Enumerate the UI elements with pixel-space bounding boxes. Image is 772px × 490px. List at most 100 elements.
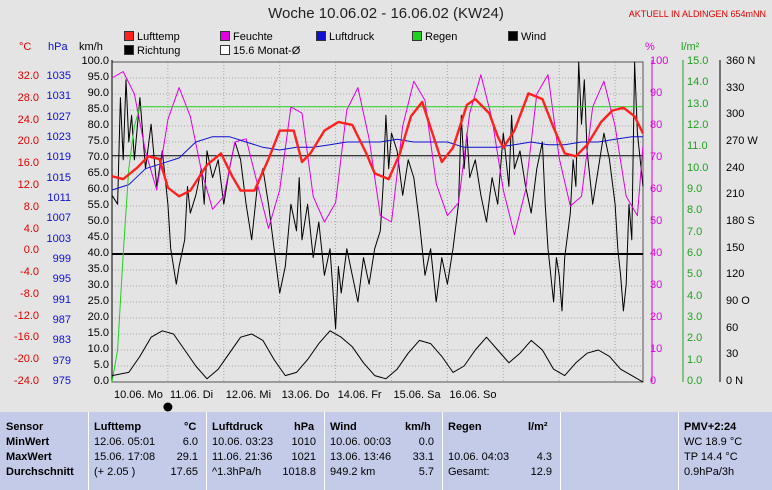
- legend-item: Richtung: [124, 45, 180, 57]
- pressure-tick-label: 999: [52, 253, 71, 265]
- lufttemp-min-time: 12.06. 05:01: [94, 436, 156, 448]
- wind-tick-label: 20.0: [87, 311, 109, 323]
- rain-tick-label: 2.0: [687, 332, 703, 345]
- direction-tick-label: 210: [726, 188, 745, 201]
- direction-tick-label: 60: [726, 321, 739, 334]
- pressure-tick-label: 1011: [47, 192, 71, 204]
- wind-max-time: 13.06. 13:46: [330, 451, 392, 463]
- temp-tick-label: -8.0: [20, 287, 39, 300]
- lufttemp-unit: °C: [184, 421, 197, 433]
- direction-tick-label: 30: [726, 348, 739, 361]
- humidity-tick-label: 0: [650, 375, 657, 387]
- wind-tick-label: 80.0: [87, 119, 109, 131]
- table-divider: [206, 412, 207, 490]
- rain-tick-label: 0.0: [687, 375, 703, 387]
- series-regen: [111, 106, 643, 383]
- day-tick-label: 13.06. Do: [281, 389, 330, 401]
- lufttemp-header: Lufttemp: [94, 421, 142, 433]
- luftdruck-min-value: 1010: [291, 436, 316, 448]
- temp-tick-label: 16.0: [17, 157, 39, 170]
- legend-label: Feuchte: [233, 31, 273, 43]
- pmv-pressure-trend: 0.9hPa/3h: [684, 466, 735, 478]
- luftdruck-min-time: 10.06. 03:23: [212, 436, 274, 448]
- wind-tick-label: 60.0: [87, 183, 109, 195]
- rain-tick-label: 15.0: [687, 55, 709, 67]
- wind-tick-label: 45.0: [87, 231, 109, 243]
- humidity-tick-label: 10: [650, 343, 663, 355]
- wind-tick-label: 90.0: [87, 87, 109, 99]
- rain-tick-label: 11.0: [687, 140, 708, 153]
- rain-tick-label: 4.0: [687, 289, 703, 302]
- temp-tick-label: -12.0: [13, 309, 39, 322]
- pressure-tick-label: 1023: [46, 131, 71, 143]
- direction-tick-label: 360 N: [726, 55, 756, 67]
- legend-item: Wind: [508, 31, 546, 43]
- temp-tick-label: 8.0: [23, 200, 39, 213]
- pmv-dewpoint: TP 14.4 °C: [684, 451, 738, 463]
- temp-tick-label: -16.0: [13, 331, 39, 344]
- lufttemp-max-time: 15.06. 17:08: [94, 451, 156, 463]
- regen-total-value: 12.9: [530, 466, 552, 478]
- luftdruck-unit: hPa: [294, 421, 315, 433]
- rain-tick-label: 6.0: [687, 247, 703, 259]
- humidity-tick-label: 30: [650, 279, 663, 291]
- table-divider: [442, 412, 443, 490]
- direction-tick-label: 120: [726, 268, 745, 281]
- wind-unit: km/h: [405, 421, 431, 433]
- temp-tick-label: 0.0: [23, 244, 39, 257]
- humidity-tick-label: 100: [650, 55, 669, 67]
- direction-tick-label: 330: [726, 81, 745, 94]
- lufttemp-trend: (+ 2.05 ): [94, 466, 136, 478]
- rain-tick-label: 9.0: [687, 183, 703, 195]
- rain-tick-label: 12.0: [687, 119, 709, 131]
- wind-tick-label: 75.0: [87, 135, 109, 147]
- temp-tick-label: 12.0: [17, 178, 39, 191]
- table-divider: [678, 412, 679, 490]
- regen-total-label: Gesamt:: [448, 466, 490, 478]
- rain-tick-label: 10.0: [687, 161, 709, 174]
- regen-unit: l/m²: [528, 421, 548, 433]
- wind-tick-label: 65.0: [87, 167, 109, 179]
- wind-tick-label: 95.0: [87, 71, 109, 83]
- sensor-header: Sensor: [6, 421, 44, 433]
- rain-tick-label: 13.0: [687, 97, 709, 110]
- humidity-axis-unit: %: [645, 41, 655, 53]
- humidity-tick-label: 90: [650, 87, 663, 99]
- legend-label: Richtung: [137, 45, 181, 57]
- temp-tick-label: -4.0: [20, 266, 39, 279]
- pressure-tick-label: 1015: [46, 171, 71, 184]
- pressure-tick-label: 975: [52, 375, 71, 387]
- legend-swatch-icon: [124, 45, 134, 55]
- stats-table: Sensor MinWert MaxWert Durchschnitt Luft…: [0, 412, 772, 490]
- row-label-max: MaxWert: [6, 451, 52, 463]
- wind-tick-label: 100.0: [81, 55, 109, 67]
- legend-swatch-icon: [508, 31, 518, 41]
- legend-label: Luftdruck: [329, 31, 375, 43]
- pressure-tick-label: 1035: [46, 70, 71, 82]
- pressure-tick-label: 979: [52, 354, 71, 367]
- luftdruck-max-time: 11.06. 21:36: [212, 451, 273, 463]
- legend-swatch-icon: [124, 31, 134, 41]
- rain-tick-label: 5.0: [687, 268, 703, 281]
- lufttemp-max-value: 29.1: [176, 451, 198, 463]
- series-luftdruck: [111, 136, 643, 191]
- legend-item: Lufttemp: [124, 31, 180, 43]
- temp-tick-label: 4.0: [23, 222, 39, 235]
- weather-chart: [111, 60, 721, 412]
- pmv-windchill: WC 18.9 °C: [684, 436, 743, 448]
- row-label-avg: Durchschnitt: [6, 466, 74, 478]
- regen-max-value: 4.3: [536, 451, 552, 463]
- rain-tick-label: 8.0: [687, 204, 703, 217]
- temp-tick-label: -24.0: [13, 375, 39, 387]
- rain-tick-label: 14.0: [687, 76, 709, 89]
- pressure-tick-label: 983: [52, 334, 71, 347]
- temp-tick-label: -20.0: [13, 353, 39, 366]
- legend-swatch-icon: [412, 31, 422, 41]
- wind-tick-label: 40.0: [87, 247, 109, 259]
- wind-tick-label: 50.0: [87, 215, 109, 227]
- wind-tick-label: 70.0: [87, 151, 109, 163]
- chart-title: Woche 10.06.02 - 16.06.02 (KW24): [268, 5, 504, 22]
- temp-tick-label: 24.0: [17, 113, 39, 126]
- series-feuchte: [111, 71, 644, 236]
- legend-swatch-icon: [316, 31, 326, 41]
